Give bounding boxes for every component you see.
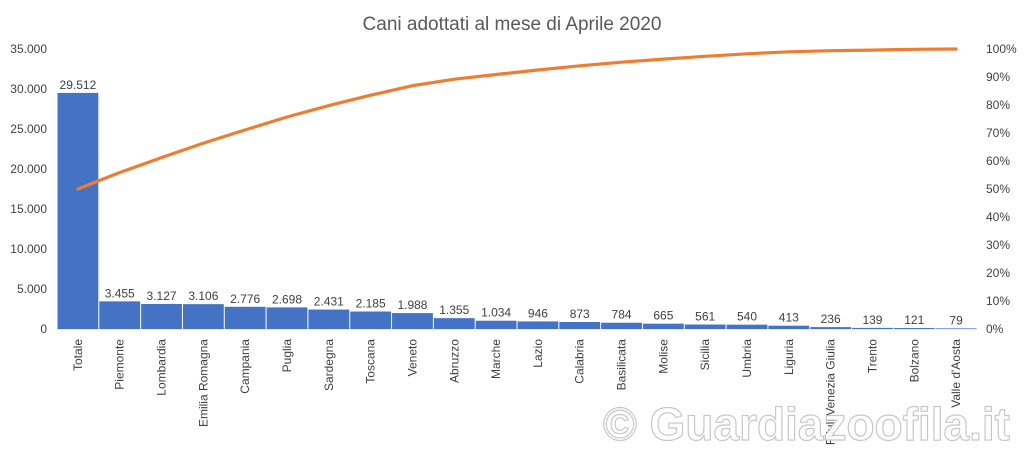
bar bbox=[810, 327, 852, 329]
bar bbox=[266, 307, 308, 329]
bar-data-label: 2.776 bbox=[230, 292, 260, 306]
bar-data-label: 561 bbox=[695, 310, 715, 324]
bar-data-label: 2.431 bbox=[314, 295, 344, 309]
y-right-tick-label: 0% bbox=[986, 322, 1004, 336]
bar-data-label: 873 bbox=[570, 307, 590, 321]
x-tick-label: Calabria bbox=[573, 339, 587, 384]
bar bbox=[350, 311, 392, 329]
x-tick-label: Trento bbox=[865, 339, 879, 374]
bar bbox=[99, 301, 141, 329]
bar bbox=[182, 304, 224, 329]
y-right-tick-label: 20% bbox=[986, 266, 1010, 280]
y-right-tick-label: 30% bbox=[986, 238, 1010, 252]
x-tick-label: Piemonte bbox=[113, 339, 127, 390]
y-right-tick-label: 10% bbox=[986, 294, 1010, 308]
y-left-tick-label: 35.000 bbox=[10, 42, 47, 56]
x-tick-label: Toscana bbox=[364, 339, 378, 384]
y-left-tick-label: 30.000 bbox=[10, 82, 47, 96]
bar bbox=[642, 323, 684, 329]
bar-data-label: 2.185 bbox=[356, 297, 386, 311]
cumulative-percentage-line bbox=[76, 47, 958, 191]
x-tick-label: Totale bbox=[71, 339, 85, 371]
y-left-tick-label: 0 bbox=[40, 322, 47, 336]
bar-data-label: 784 bbox=[612, 308, 632, 322]
cumulative-line bbox=[76, 47, 958, 191]
y-right-tick-label: 70% bbox=[986, 126, 1010, 140]
bar bbox=[726, 324, 768, 329]
bar-data-label: 1.355 bbox=[439, 303, 469, 317]
watermark: © Guardiazoofila.it bbox=[602, 397, 1010, 450]
y-right-tick-label: 60% bbox=[986, 154, 1010, 168]
y-right-tick-label: 100% bbox=[986, 42, 1017, 56]
bar bbox=[684, 324, 726, 329]
y-left-tick-label: 25.000 bbox=[10, 122, 47, 136]
y-left-tick-label: 5.000 bbox=[17, 282, 47, 296]
axes: 0 5.000 10.000 15.000 20.000 25.000 30.000 35.0… bbox=[10, 42, 1017, 336]
y-left-tick-label: 10.000 bbox=[10, 242, 47, 256]
bar bbox=[601, 322, 642, 329]
x-tick-label: Lombardia bbox=[155, 339, 169, 396]
bar bbox=[517, 321, 559, 329]
bar bbox=[935, 328, 977, 329]
x-tick-label: Molise bbox=[656, 339, 670, 374]
bar-data-label: 79 bbox=[949, 313, 963, 327]
bar bbox=[852, 327, 893, 329]
x-tick-label: Abruzzo bbox=[447, 339, 461, 383]
x-tick-label: Valle d'Aosta bbox=[949, 339, 963, 408]
chart-title: Cani adottati al mese di Aprile 2020 bbox=[363, 14, 662, 35]
x-tick-label: Veneto bbox=[405, 339, 419, 377]
bar-data-label: 3.127 bbox=[147, 289, 177, 303]
x-tick-label: Marche bbox=[489, 339, 503, 379]
bar bbox=[433, 318, 475, 329]
x-tick-label: Puglia bbox=[280, 339, 294, 373]
x-tick-label: Basilicata bbox=[615, 339, 629, 391]
y-right-tick-label: 80% bbox=[986, 98, 1010, 112]
x-tick-label: Campania bbox=[238, 339, 252, 394]
bar-data-label: 946 bbox=[528, 306, 548, 320]
bar-data-label: 139 bbox=[862, 313, 882, 327]
x-tick-label: Lazio bbox=[531, 339, 545, 368]
bar-data-label: 413 bbox=[779, 311, 799, 325]
x-tick-labels: Totale Piemonte Lombardia Emilia Romagna Cam… bbox=[71, 339, 963, 445]
x-tick-label: Liguria bbox=[782, 339, 796, 375]
x-tick-label: Bolzano bbox=[907, 339, 921, 383]
bar-data-label: 3.455 bbox=[105, 286, 135, 300]
x-tick-label: Umbria bbox=[740, 339, 754, 378]
bar bbox=[559, 322, 601, 329]
data-labels: 29.512 3.455 3.127 3.106 2.776 2.698 2.431 2.18… bbox=[60, 78, 964, 327]
bar bbox=[224, 306, 266, 329]
x-tick-label: Sardegna bbox=[322, 339, 336, 391]
bar-data-label: 121 bbox=[904, 313, 924, 327]
x-tick-label: Sicilia bbox=[698, 339, 712, 371]
watermark-text: © Guardiazoofila.it bbox=[603, 398, 1010, 450]
bar-data-label: 2.698 bbox=[272, 292, 302, 306]
bar-data-label: 3.106 bbox=[188, 289, 218, 303]
y-right-tick-label: 90% bbox=[986, 70, 1010, 84]
y-right-tick-label: 40% bbox=[986, 210, 1010, 224]
y-left-tick-label: 15.000 bbox=[10, 202, 47, 216]
bar bbox=[475, 320, 517, 329]
bar bbox=[768, 325, 810, 329]
x-tick-label: Emilia Romagna bbox=[196, 339, 210, 427]
bar-data-label: 540 bbox=[737, 310, 757, 324]
bar-data-label: 1.988 bbox=[397, 298, 427, 312]
bar bbox=[392, 313, 433, 329]
bar-data-label: 29.512 bbox=[60, 78, 97, 92]
bar-data-label: 1.034 bbox=[481, 306, 511, 320]
bar bbox=[893, 328, 935, 329]
bar-data-label: 236 bbox=[821, 312, 841, 326]
bar bbox=[57, 92, 99, 330]
bars bbox=[57, 92, 977, 330]
bar-data-label: 665 bbox=[653, 309, 673, 323]
y-left-tick-label: 20.000 bbox=[10, 162, 47, 176]
bar bbox=[308, 309, 350, 329]
bar bbox=[141, 303, 182, 329]
y-right-tick-label: 50% bbox=[986, 182, 1010, 196]
x-tick-label: Friuli Venezia Giulia bbox=[824, 339, 838, 445]
